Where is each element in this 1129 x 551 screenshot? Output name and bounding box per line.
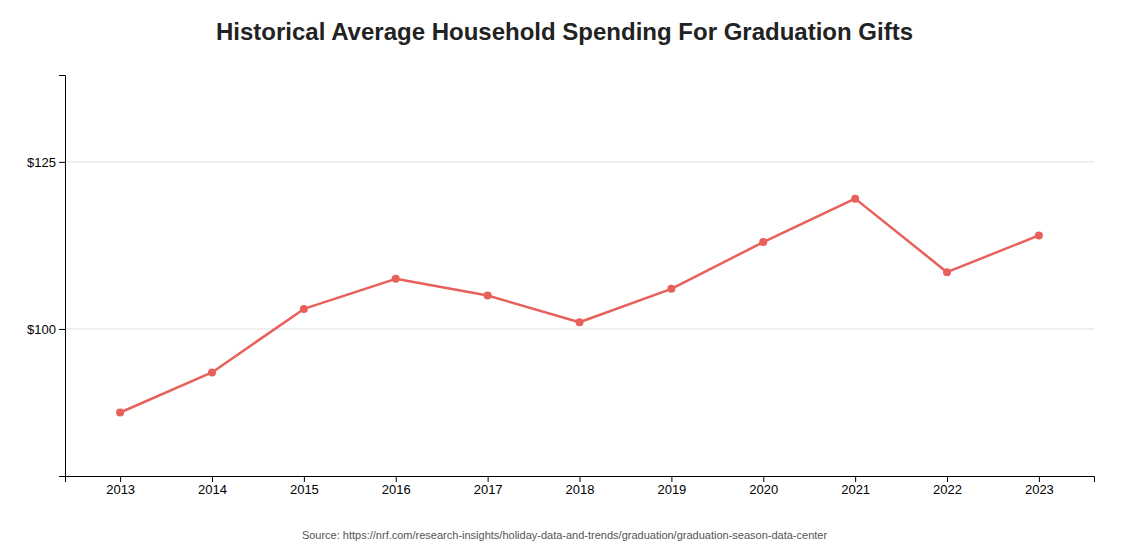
- point: [392, 275, 400, 283]
- x-tick: 2020: [749, 476, 778, 497]
- y-tick: $100: [27, 322, 65, 337]
- tick-label: 2013: [106, 482, 135, 497]
- grid: [65, 162, 1094, 329]
- tick-label: 2016: [382, 482, 411, 497]
- axis-line: [59, 76, 66, 477]
- y-tick: $125: [27, 155, 65, 170]
- x-tick: 2023: [1025, 476, 1054, 497]
- tick-mark: [947, 476, 948, 482]
- chart: 2013 2014 2015 2016 2017 2018 2019 2020 2021 2022…: [0, 0, 1129, 551]
- tick-mark: [59, 329, 65, 330]
- point: [484, 292, 492, 300]
- tick-mark: [763, 476, 764, 482]
- x-axis: 2013 2014 2015 2016 2017 2018 2019 2020 2021 2022…: [66, 476, 1095, 497]
- tick-mark: [59, 162, 65, 163]
- point: [1035, 231, 1043, 239]
- tick-label: $100: [27, 322, 56, 337]
- tick-mark: [396, 476, 397, 482]
- tick-mark: [855, 476, 856, 482]
- tick-mark: [1039, 476, 1040, 482]
- axis-line: [66, 477, 1095, 483]
- tick-label: $125: [27, 155, 56, 170]
- line: [120, 199, 1039, 413]
- tick-mark: [580, 476, 581, 482]
- tick-label: 2023: [1025, 482, 1054, 497]
- tick-label: 2022: [933, 482, 962, 497]
- x-tick: 2021: [841, 476, 870, 497]
- y-axis: $100 $125: [27, 76, 65, 477]
- marks: [116, 195, 1043, 417]
- tick-mark: [304, 476, 305, 482]
- x-tick: 2022: [933, 476, 962, 497]
- x-tick: 2019: [657, 476, 686, 497]
- point: [116, 409, 124, 417]
- point: [667, 285, 675, 293]
- tick-label: 2018: [566, 482, 595, 497]
- tick-mark: [671, 476, 672, 482]
- tick-label: 2019: [657, 482, 686, 497]
- point: [759, 238, 767, 246]
- tick-label: 2021: [841, 482, 870, 497]
- point: [300, 305, 308, 313]
- point: [208, 368, 216, 376]
- tick-label: 2020: [749, 482, 778, 497]
- tick-mark: [212, 476, 213, 482]
- annotation: Source: https://nrf.com/research-insight…: [302, 529, 828, 541]
- x-tick: 2015: [290, 476, 319, 497]
- point: [576, 318, 584, 326]
- tick-mark: [488, 476, 489, 482]
- x-tick: 2016: [382, 476, 411, 497]
- plot-area: 2013 2014 2015 2016 2017 2018 2019 2020 2021 2022…: [27, 76, 1094, 498]
- point: [943, 268, 951, 276]
- tick-label: 2014: [198, 482, 227, 497]
- tick-label: 2017: [474, 482, 503, 497]
- x-tick: 2013: [106, 476, 135, 497]
- x-tick: 2018: [566, 476, 595, 497]
- x-tick: 2014: [198, 476, 227, 497]
- tick-label: 2015: [290, 482, 319, 497]
- x-tick: 2017: [474, 476, 503, 497]
- grid-line: [65, 328, 1094, 329]
- point: [851, 195, 859, 203]
- grid-line: [65, 161, 1094, 162]
- tick-mark: [120, 476, 121, 482]
- title: Historical Average Household Spending Fo…: [216, 18, 913, 45]
